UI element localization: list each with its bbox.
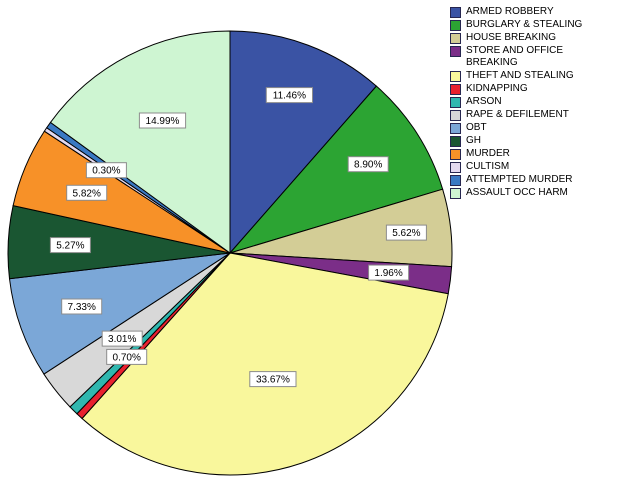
legend-item-label: CULTISM [466, 161, 510, 172]
slice-label-arson: 0.70% [106, 348, 148, 365]
slice-label-store-and-office-breaking: 1.96% [368, 264, 410, 281]
pie-slice-armed-robbery [229, 30, 378, 255]
legend-item-rape-defilement: RAPE & DEFILEMENT [450, 109, 624, 121]
slice-label-gh: 5.27% [49, 237, 91, 254]
legend-item-label: RAPE & DEFILEMENT [466, 109, 569, 120]
pie-slice-assault-occ-harm [49, 30, 231, 254]
legend-swatch-icon [450, 71, 461, 82]
legend-item-label: THEFT AND STEALING [466, 70, 574, 81]
legend-item-label: BURGLARY & STEALING [466, 19, 583, 30]
svg-text:8.90%: 8.90% [354, 160, 382, 171]
legend-swatch-icon [450, 175, 461, 186]
svg-text:5.82%: 5.82% [73, 188, 101, 199]
legend-swatch-icon [450, 149, 461, 160]
legend: ARMED ROBBERY BURGLARY & STEALING HOUSE BR… [450, 6, 624, 200]
legend-item-theft-and-stealing: THEFT AND STEALING [450, 70, 624, 82]
svg-text:14.99%: 14.99% [146, 116, 180, 127]
legend-item-label: ASSAULT OCC HARM [466, 187, 568, 198]
legend-swatch-icon [450, 84, 461, 95]
svg-text:5.27%: 5.27% [56, 241, 84, 252]
legend-swatch-icon [450, 7, 461, 18]
slice-label-obt: 7.33% [61, 298, 103, 315]
pie-slice-obt [8, 252, 231, 375]
legend-item-house-breaking: HOUSE BREAKING [450, 32, 624, 44]
legend-swatch-icon [450, 123, 461, 134]
legend-swatch-icon [450, 110, 461, 121]
legend-item-label: ATTEMPTED MURDER [466, 174, 573, 185]
svg-text:0.30%: 0.30% [92, 166, 120, 177]
legend-swatch-icon [450, 33, 461, 44]
legend-item-label: ARMED ROBBERY [466, 6, 554, 17]
slice-label-rape-defilement: 3.01% [101, 330, 143, 347]
legend-item-obt: OBT [450, 122, 624, 134]
legend-item-kidnapping: KIDNAPPING [450, 83, 624, 95]
legend-swatch-icon [450, 46, 461, 57]
legend-item-assault-occ-harm: ASSAULT OCC HARM [450, 187, 624, 199]
slice-label-murder: 5.82% [66, 184, 108, 201]
pie-slice-burglary-stealing [228, 85, 444, 254]
pie-slice-theft-and-stealing [81, 252, 449, 476]
svg-text:11.46%: 11.46% [273, 91, 306, 102]
legend-swatch-icon [450, 162, 461, 173]
legend-item-label: OBT [466, 122, 487, 133]
legend-item-label: KIDNAPPING [466, 83, 528, 94]
legend-item-label: MURDER [466, 148, 510, 159]
legend-item-label: HOUSE BREAKING [466, 32, 557, 43]
legend-swatch-icon [450, 97, 461, 108]
legend-item-store-and-office-breaking: STORE AND OFFICE BREAKING [450, 45, 624, 69]
legend-item-arson: ARSON [450, 96, 624, 108]
svg-text:5.62%: 5.62% [392, 228, 420, 239]
slice-label-armed-robbery: 11.46% [265, 87, 313, 104]
slice-label-burglary-stealing: 8.90% [347, 156, 389, 173]
legend-swatch-icon [450, 20, 461, 31]
slice-label-house-breaking: 5.62% [385, 224, 427, 241]
legend-item-label: ARSON [466, 96, 502, 107]
legend-swatch-icon [450, 136, 461, 147]
legend-item-attempted-murder: ATTEMPTED MURDER [450, 174, 624, 186]
legend-item-label: GH [466, 135, 481, 146]
svg-text:7.33%: 7.33% [68, 302, 96, 313]
svg-text:33.67%: 33.67% [256, 375, 290, 386]
svg-text:1.96%: 1.96% [374, 268, 402, 279]
legend-item-burglary-stealing: BURGLARY & STEALING [450, 19, 624, 31]
legend-item-label: STORE AND OFFICE BREAKING [466, 45, 564, 68]
legend-item-armed-robbery: ARMED ROBBERY [450, 6, 624, 18]
slice-label-theft-and-stealing: 33.67% [249, 371, 297, 388]
slice-label-cultism: 0.30% [85, 162, 127, 179]
legend-item-murder: MURDER [450, 148, 624, 160]
legend-item-cultism: CULTISM [450, 161, 624, 173]
legend-item-gh: GH [450, 135, 624, 147]
svg-text:0.70%: 0.70% [113, 352, 141, 363]
legend-swatch-icon [450, 188, 461, 199]
svg-text:3.01%: 3.01% [108, 334, 136, 345]
slice-label-assault-occ-harm: 14.99% [138, 112, 187, 129]
